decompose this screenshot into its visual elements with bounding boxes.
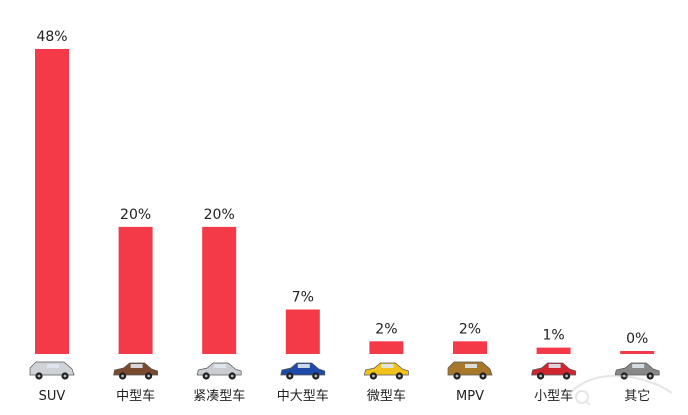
bar-5 (453, 341, 487, 354)
bar-3 (285, 309, 320, 354)
value-label-3: 7% (292, 290, 314, 306)
fullsize-car-icon (280, 362, 326, 380)
bar-1 (118, 226, 153, 354)
value-label-7: 0% (626, 331, 648, 347)
other-car-icon (614, 362, 660, 380)
midsize-car-icon (113, 362, 158, 380)
value-label-2: 20% (204, 207, 235, 223)
category-label-4: 微型车 (367, 388, 406, 404)
bar-6 (536, 347, 571, 354)
bar-7 (620, 351, 655, 354)
value-labels-group: 48% 20% 20% 7% 2% 2% 1% 0% (36, 29, 648, 347)
bar-0 (35, 49, 69, 354)
bar-4 (369, 341, 404, 354)
bars-group (35, 49, 655, 354)
value-label-0: 48% (36, 29, 67, 45)
compact-car-icon (196, 362, 242, 380)
small-car-icon (531, 362, 576, 380)
micro-car-icon (363, 362, 409, 380)
mpv-car-icon (447, 361, 493, 380)
car-icons-group (29, 361, 660, 380)
category-label-2: 紧凑型车 (193, 388, 245, 404)
category-label-3: 中大型车 (277, 388, 329, 404)
bar-2 (202, 226, 237, 354)
category-labels-group: SUV 中型车 紧凑型车 中大型车 微型车 MPV 小型车 其它 (39, 388, 651, 404)
category-label-0: SUV (39, 389, 66, 404)
value-label-6: 1% (542, 328, 564, 344)
category-label-6: 小型车 (534, 388, 573, 404)
value-label-4: 2% (375, 321, 397, 337)
value-label-1: 20% (120, 207, 151, 223)
value-label-5: 2% (459, 321, 481, 337)
suv-car-icon (29, 361, 75, 380)
category-label-5: MPV (456, 389, 484, 404)
watermark-logo-icon (567, 374, 673, 406)
category-label-1: 中型车 (116, 388, 155, 404)
category-label-7: 其它 (624, 388, 650, 404)
